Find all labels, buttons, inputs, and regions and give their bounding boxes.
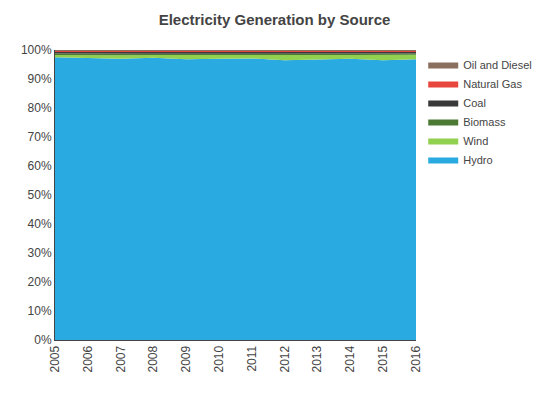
svg-text:2011: 2011 xyxy=(245,345,259,371)
svg-text:Electricity Generation by Sour: Electricity Generation by Source xyxy=(159,11,391,28)
svg-text:10%: 10% xyxy=(28,304,52,318)
svg-text:Oil and Diesel: Oil and Diesel xyxy=(463,59,531,71)
svg-text:80%: 80% xyxy=(28,101,52,115)
svg-text:2013: 2013 xyxy=(310,345,324,372)
svg-text:2007: 2007 xyxy=(114,345,128,372)
svg-text:2006: 2006 xyxy=(81,345,95,372)
svg-text:2012: 2012 xyxy=(278,345,292,372)
svg-text:90%: 90% xyxy=(28,72,52,86)
svg-text:30%: 30% xyxy=(28,246,52,260)
svg-text:2005: 2005 xyxy=(48,345,62,372)
svg-text:2015: 2015 xyxy=(376,345,390,372)
svg-text:2009: 2009 xyxy=(179,345,193,372)
svg-text:50%: 50% xyxy=(28,188,52,202)
svg-text:100%: 100% xyxy=(21,43,52,57)
svg-text:2014: 2014 xyxy=(343,345,357,372)
svg-text:0%: 0% xyxy=(34,333,52,347)
svg-text:2008: 2008 xyxy=(146,345,160,372)
svg-text:Hydro: Hydro xyxy=(463,154,492,166)
svg-text:40%: 40% xyxy=(28,217,52,231)
svg-text:2016: 2016 xyxy=(409,345,423,372)
svg-text:20%: 20% xyxy=(28,275,52,289)
svg-text:Natural Gas: Natural Gas xyxy=(463,78,522,90)
svg-text:Biomass: Biomass xyxy=(463,116,506,128)
svg-text:Wind: Wind xyxy=(463,135,488,147)
svg-text:70%: 70% xyxy=(28,130,52,144)
svg-text:2010: 2010 xyxy=(212,345,226,372)
svg-text:60%: 60% xyxy=(28,159,52,173)
svg-text:Coal: Coal xyxy=(463,97,486,109)
